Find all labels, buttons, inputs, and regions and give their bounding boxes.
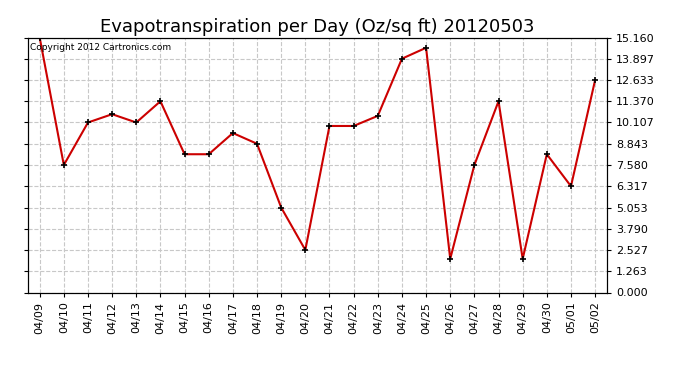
Title: Evapotranspiration per Day (Oz/sq ft) 20120503: Evapotranspiration per Day (Oz/sq ft) 20… [100, 18, 535, 36]
Text: Copyright 2012 Cartronics.com: Copyright 2012 Cartronics.com [30, 43, 172, 52]
